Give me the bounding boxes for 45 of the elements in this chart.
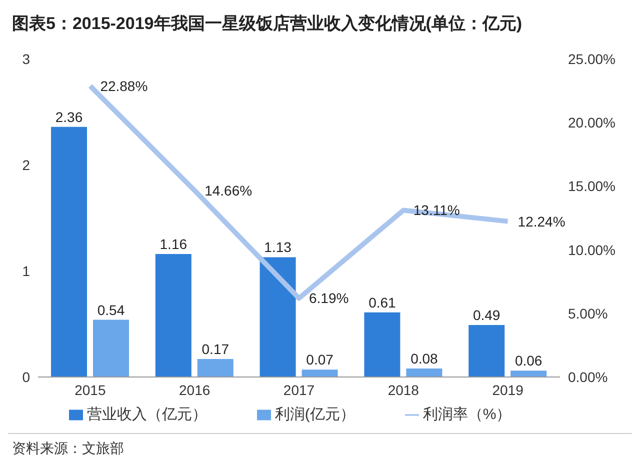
legend-label: 营业收入（亿元） <box>86 406 207 423</box>
data-label: 22.88% <box>100 78 148 94</box>
data-label: 0.06 <box>514 352 542 369</box>
bar <box>302 370 338 377</box>
y2-tick-label: 15.00% <box>568 178 616 194</box>
data-label: 0.61 <box>368 294 396 310</box>
bar <box>155 254 192 377</box>
y-tick-label: 1 <box>22 262 30 279</box>
x-tick-label: 2019 <box>492 382 524 398</box>
y2-tick-label: 5.00% <box>568 305 608 322</box>
data-label: 0.54 <box>97 302 125 318</box>
y-tick-label: 3 <box>22 50 30 67</box>
bar <box>468 325 505 377</box>
bar <box>406 368 442 377</box>
chart-title: 图表5：2015-2019年我国一星级饭店营业收入变化情况(单位：亿元) <box>11 13 524 35</box>
data-label: 2.36 <box>55 108 83 125</box>
bar <box>364 312 400 377</box>
text: 资料来源：文旅部 <box>12 440 124 456</box>
data-label: 12.24% <box>518 213 566 230</box>
bar <box>510 370 547 377</box>
data-label: 13.11% <box>413 202 460 218</box>
legend-label: 利润率（%） <box>422 406 512 423</box>
y-tick-label: 2 <box>22 156 30 173</box>
data-label: 0.49 <box>472 307 500 324</box>
x-tick-label: 2017 <box>283 382 315 398</box>
y2-tick-label: 25.00% <box>568 50 616 67</box>
data-label: 14.66% <box>204 182 252 198</box>
y-tick-label: 0 <box>22 368 30 385</box>
data-label: 0.08 <box>410 350 438 367</box>
x-tick-label: 2018 <box>388 382 420 398</box>
data-label: 1.13 <box>264 239 292 256</box>
data-label: 6.19% <box>309 290 349 306</box>
y2-tick-label: 0.00% <box>568 368 608 385</box>
legend-label: 利润(亿元） <box>274 406 355 423</box>
data-label: 0.17 <box>202 340 230 357</box>
data-label: 1.16 <box>160 236 188 252</box>
data-label: 0.07 <box>306 352 334 368</box>
x-tick-label: 2015 <box>74 382 106 398</box>
bar <box>51 126 87 377</box>
bar <box>93 320 129 377</box>
y2-tick-label: 10.00% <box>568 242 616 258</box>
y2-tick-label: 20.00% <box>568 114 616 131</box>
x-tick-label: 2016 <box>179 382 210 398</box>
bar <box>260 257 296 377</box>
bar <box>197 358 234 377</box>
